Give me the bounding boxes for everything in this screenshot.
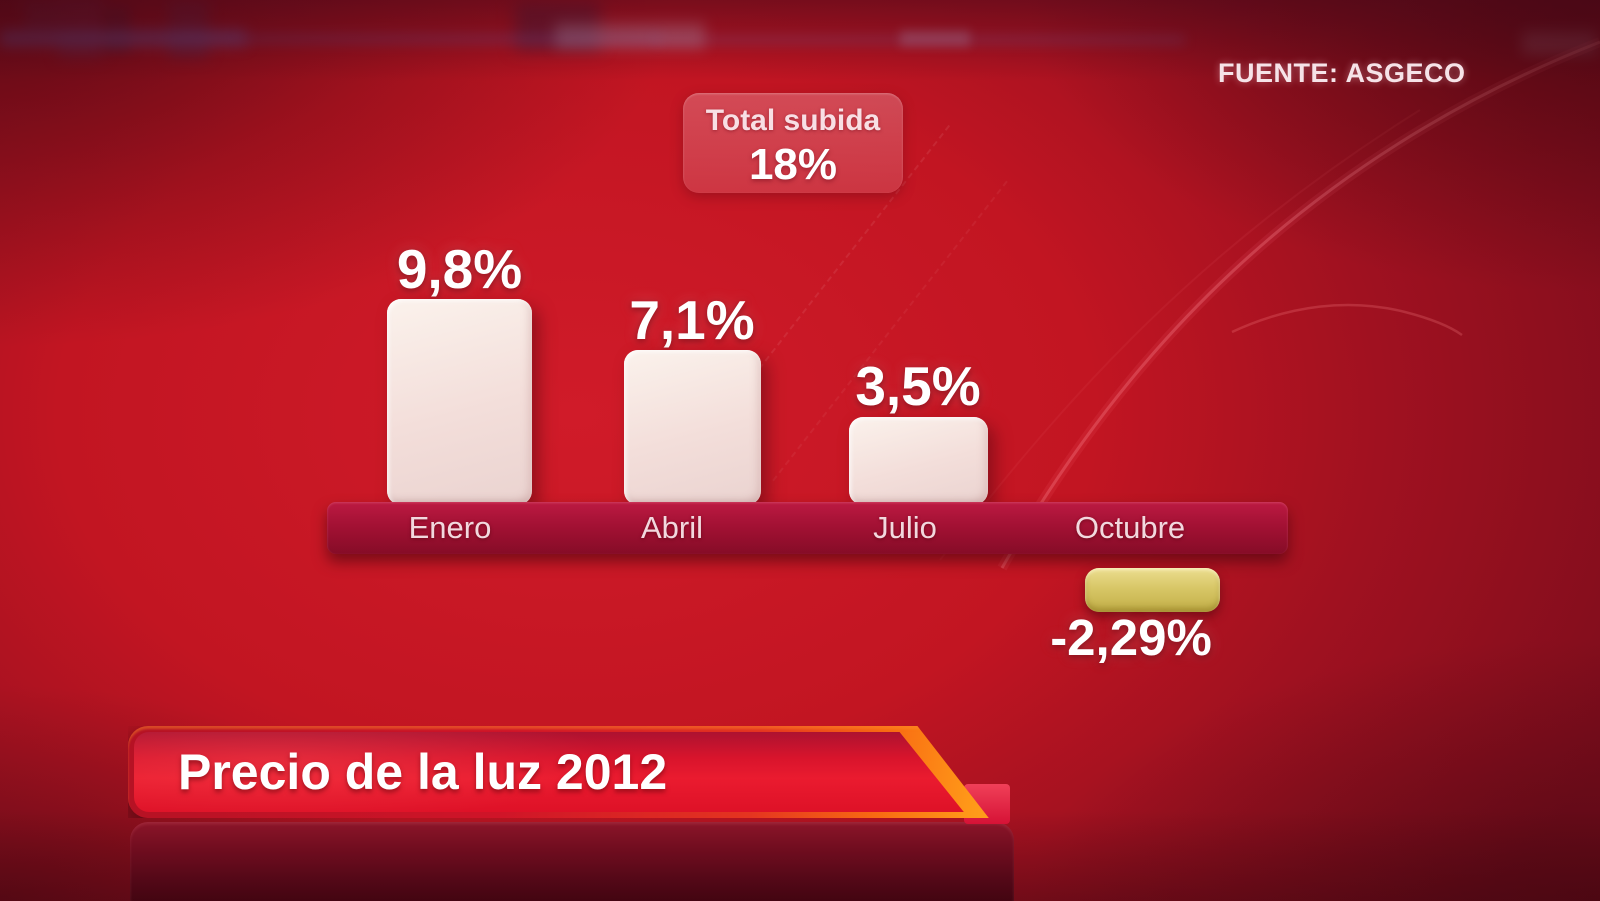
bar-value-label-julio: 3,5% bbox=[855, 355, 981, 417]
total-increase-badge: Total subida 18% bbox=[683, 93, 903, 193]
title-banner: Precio de la luz 2012 bbox=[128, 726, 1020, 818]
bar-abril bbox=[624, 350, 761, 505]
x-axis-band: Enero Abril Julio Octubre bbox=[327, 502, 1288, 554]
lower-panel bbox=[130, 822, 1014, 901]
bar-value-label-octubre: -2,29% bbox=[1050, 609, 1212, 666]
bar-value-label-abril: 7,1% bbox=[629, 289, 755, 351]
bar-value-label-enero: 9,8% bbox=[396, 238, 523, 300]
axis-label-julio: Julio bbox=[873, 510, 937, 545]
banner-face: Precio de la luz 2012 bbox=[134, 732, 964, 812]
bar-enero bbox=[387, 299, 532, 505]
axis-label-abril: Abril bbox=[640, 510, 703, 545]
chart-title: Precio de la luz 2012 bbox=[178, 744, 668, 800]
total-increase-value: 18% bbox=[748, 140, 838, 189]
bar-julio bbox=[849, 417, 988, 505]
total-increase-title: Total subida bbox=[705, 104, 881, 137]
axis-label-enero: Enero bbox=[408, 510, 492, 545]
axis-label-octubre: Octubre bbox=[1074, 510, 1186, 545]
source-label: FUENTE: ASGECO bbox=[1218, 58, 1466, 88]
bar-octubre-negative bbox=[1085, 568, 1220, 612]
